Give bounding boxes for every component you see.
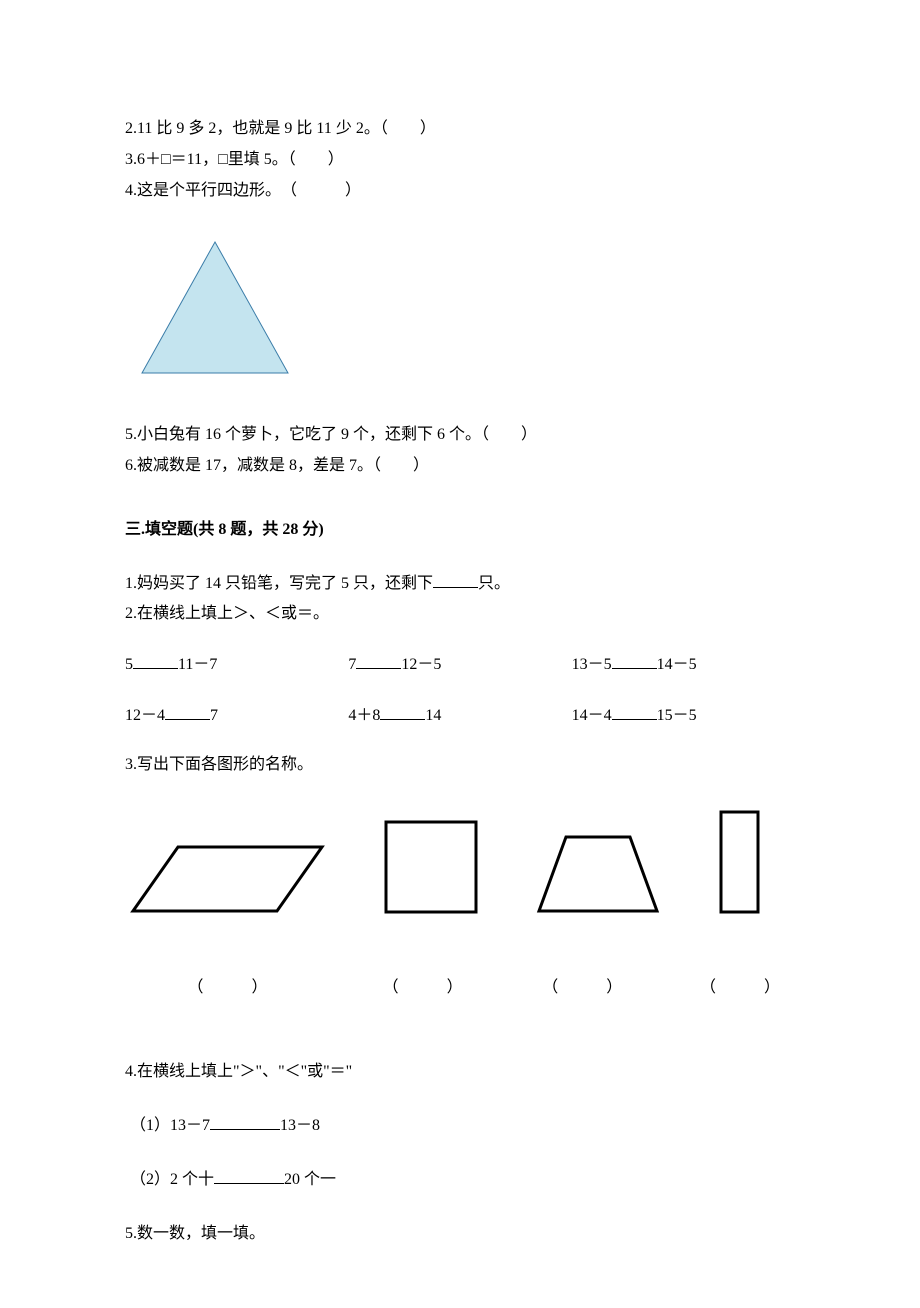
shapes-labels-row: （ ） （ ） （ ） （ ） xyxy=(130,974,785,1003)
compare-cell: 5 11－7 xyxy=(125,651,348,680)
true-false-q6: 6.被减数是 17，减数是 8，差是 7。（ ） xyxy=(125,452,795,481)
true-false-q3: 3.6＋□＝11，□里填 5。（ ） xyxy=(125,146,795,175)
compare-cell: 4＋8 14 xyxy=(348,702,571,731)
q4-1-left: （1）13－7 xyxy=(130,1117,210,1134)
true-false-q5: 5.小白兔有 16 个萝卜，它吃了 9 个，还剩下 6 个。（ ） xyxy=(125,421,795,450)
fill-blank xyxy=(380,704,425,720)
shape-label: （ ） xyxy=(695,974,785,1003)
compare-row-2: 12－4 7 4＋8 14 14－4 15－5 xyxy=(125,702,795,731)
fill-blank xyxy=(356,653,401,669)
compare-right: 7 xyxy=(210,707,218,724)
compare-right: 14－5 xyxy=(657,656,697,673)
compare-row-1: 5 11－7 7 12－5 13－5 14－5 xyxy=(125,651,795,680)
compare-left: 12－4 xyxy=(125,707,165,724)
square-shape xyxy=(384,820,478,925)
compare-right: 15－5 xyxy=(657,707,697,724)
compare-left: 14－4 xyxy=(572,707,612,724)
compare-right: 14 xyxy=(425,707,441,724)
section-3-heading: 三.填空题(共 8 题，共 28 分) xyxy=(125,516,795,545)
fill-q4-2: （2）2 个十 20 个一 xyxy=(130,1166,795,1195)
compare-right: 11－7 xyxy=(178,656,217,673)
compare-left: 5 xyxy=(125,656,133,673)
fill-blank xyxy=(214,1168,284,1184)
fill-q1: 1.妈妈买了 14 只铅笔，写完了 5 只，还剩下 只。 xyxy=(125,570,795,599)
q4-2-left: （2）2 个十 xyxy=(130,1171,214,1188)
parallelogram-shape xyxy=(130,844,325,925)
compare-cell: 13－5 14－5 xyxy=(572,651,795,680)
fill-q1-text-a: 1.妈妈买了 14 只铅笔，写完了 5 只，还剩下 xyxy=(125,575,433,592)
fill-blank xyxy=(165,704,210,720)
shape-label: （ ） xyxy=(520,974,644,1003)
fill-blank xyxy=(433,572,478,588)
compare-cell: 7 12－5 xyxy=(348,651,571,680)
fill-q2: 2.在横线上填上＞、＜或＝。 xyxy=(125,600,795,629)
fill-blank xyxy=(612,704,657,720)
fill-q4-1: （1）13－7 13－8 xyxy=(130,1112,795,1141)
shape-label: （ ） xyxy=(376,974,470,1003)
compare-left: 4＋8 xyxy=(348,707,380,724)
compare-cell: 14－4 15－5 xyxy=(572,702,795,731)
true-false-q2: 2.11 比 9 多 2，也就是 9 比 11 少 2。（ ） xyxy=(125,115,795,144)
fill-q3: 3.写出下面各图形的名称。 xyxy=(125,751,795,780)
compare-right: 12－5 xyxy=(401,656,441,673)
trapezoid-shape xyxy=(536,834,660,925)
compare-left: 13－5 xyxy=(572,656,612,673)
true-false-q4: 4.这是个平行四边形。 （ ） xyxy=(125,177,795,206)
shape-label: （ ） xyxy=(130,974,325,1003)
fill-blank xyxy=(612,653,657,669)
fill-q1-text-b: 只。 xyxy=(478,575,510,592)
shapes-row xyxy=(130,810,785,925)
q4-1-right: 13－8 xyxy=(280,1117,320,1134)
rectangle-shape xyxy=(719,810,760,925)
q4-2-right: 20 个一 xyxy=(284,1171,336,1188)
fill-blank xyxy=(210,1114,280,1130)
compare-cell: 12－4 7 xyxy=(125,702,348,731)
fill-blank xyxy=(133,653,178,669)
fill-q5: 5.数一数，填一填。 xyxy=(125,1220,795,1249)
triangle-figure xyxy=(140,240,795,386)
fill-q4: 4.在横线上填上"＞"、"＜"或"＝" xyxy=(125,1058,795,1087)
compare-left: 7 xyxy=(348,656,356,673)
